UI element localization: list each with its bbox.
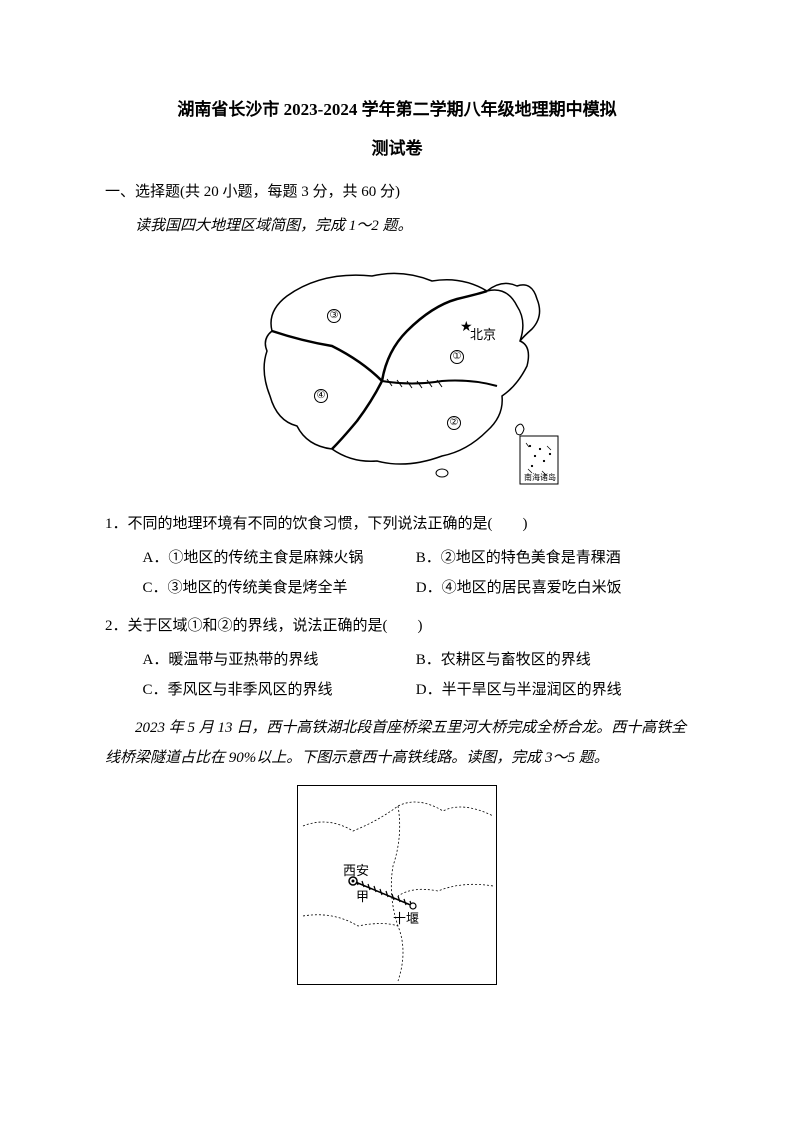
figure-china-map: ★ 北京 ① ② ③ ④ 南海诸岛 — [105, 251, 689, 491]
q1-option-d: D．④地区的居民喜爱吃白米饭 — [416, 573, 689, 603]
region-2-label: ② — [447, 413, 461, 430]
inset-label: 南海诸岛 — [524, 472, 556, 483]
instruction-1: 读我国四大地理区域简图，完成 1～2 题。 — [105, 211, 689, 241]
question-1-stem: 1．不同的地理环境有不同的饮食习惯，下列说法正确的是( ) — [105, 509, 689, 539]
beijing-label: 北京 — [470, 324, 496, 343]
xian-label: 西安 — [343, 860, 369, 879]
question-1-options: A．①地区的传统主食是麻辣火锅 B．②地区的特色美食是青稞酒 C．③地区的传统美… — [105, 543, 689, 603]
q1-option-a: A．①地区的传统主食是麻辣火锅 — [143, 543, 416, 573]
q2-option-a: A．暖温带与亚热带的界线 — [143, 645, 416, 675]
passage-2: 2023 年 5 月 13 日，西十高铁湖北段首座桥梁五里河大桥完成全桥合龙。西… — [105, 713, 689, 773]
railway-map-svg: 西安 甲 十堰 — [297, 785, 497, 985]
q1-option-b: B．②地区的特色美食是青稞酒 — [416, 543, 689, 573]
section-header-1: 一、选择题(共 20 小题，每题 3 分，共 60 分) — [105, 177, 689, 207]
china-map-svg: ★ 北京 ① ② ③ ④ 南海诸岛 — [232, 251, 562, 491]
region-3-label: ③ — [327, 306, 341, 323]
jia-label: 甲 — [356, 886, 369, 905]
exam-title-line2: 测试卷 — [105, 134, 689, 159]
shiyan-label: 十堰 — [393, 908, 419, 927]
question-2-options: A．暖温带与亚热带的界线 B．农耕区与畜牧区的界线 C．季风区与非季风区的界线 … — [105, 645, 689, 705]
figure-railway-map: 西安 甲 十堰 — [105, 785, 689, 985]
q1-option-c: C．③地区的传统美食是烤全羊 — [143, 573, 416, 603]
question-2-stem: 2．关于区域①和②的界线，说法正确的是( ) — [105, 611, 689, 641]
q2-option-d: D．半干旱区与半湿润区的界线 — [416, 675, 689, 705]
q2-option-c: C．季风区与非季风区的界线 — [143, 675, 416, 705]
region-1-label: ① — [450, 347, 464, 364]
q2-option-b: B．农耕区与畜牧区的界线 — [416, 645, 689, 675]
exam-title-line1: 湖南省长沙市 2023-2024 学年第二学期八年级地理期中模拟 — [105, 95, 689, 126]
region-4-label: ④ — [314, 386, 328, 403]
